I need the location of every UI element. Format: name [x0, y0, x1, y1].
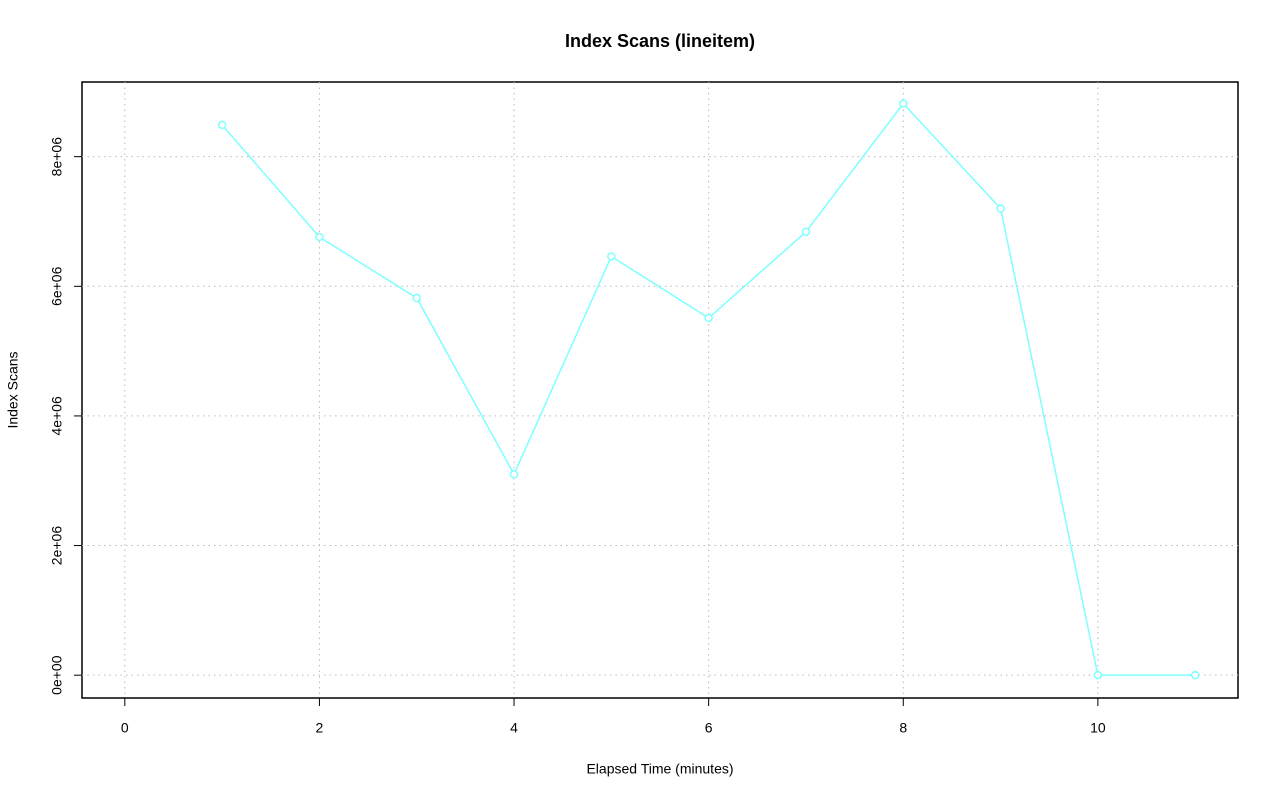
chart-title: Index Scans (lineitem) [565, 31, 755, 51]
y-axis-label: Index Scans [5, 351, 21, 428]
data-point [607, 252, 616, 261]
x-axis-label: Elapsed Time (minutes) [586, 761, 733, 777]
data-point [1093, 670, 1103, 680]
x-tick-label: 8 [899, 720, 907, 736]
data-point [509, 470, 519, 479]
data-point [801, 227, 811, 237]
data-point [704, 313, 713, 323]
x-tick-label: 10 [1090, 720, 1106, 736]
data-point [899, 99, 908, 108]
y-tick-label: 2e+06 [49, 526, 65, 566]
y-tick-label: 4e+06 [49, 396, 65, 436]
data-point [217, 120, 227, 130]
data-point [996, 204, 1005, 213]
x-tick-label: 0 [121, 720, 129, 736]
x-tick-label: 4 [510, 720, 518, 736]
data-point [1190, 670, 1200, 680]
y-tick-label: 6e+06 [49, 266, 65, 306]
y-tick-label: 0e+00 [49, 655, 65, 695]
data-point [412, 293, 421, 303]
plot-frame [81, 81, 1239, 699]
x-tick-label: 2 [316, 720, 324, 736]
x-tick-label: 6 [705, 720, 713, 736]
y-tick-label: 8e+06 [49, 137, 65, 177]
data-point [315, 232, 324, 242]
